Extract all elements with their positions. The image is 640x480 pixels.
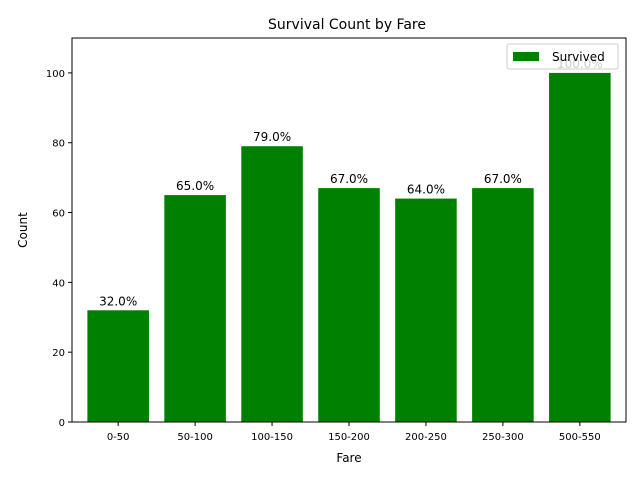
- y-axis-label: Count: [16, 212, 30, 248]
- y-tick-label: 100: [46, 69, 65, 80]
- plot-frame: [71, 37, 627, 423]
- legend-frame: [506, 43, 619, 70]
- data-label-200-250: 64.0%: [407, 183, 445, 197]
- x-tick-label: 250-300: [482, 432, 524, 443]
- x-tick-label: 500-550: [559, 432, 601, 443]
- data-label-0-50: 32.0%: [99, 294, 137, 308]
- y-axis-ticks: 0 20 40 60 80 100: [46, 69, 72, 429]
- bar-0-50: [87, 310, 149, 422]
- data-label-50-100: 65.0%: [176, 179, 214, 193]
- bar-50-100: [164, 195, 226, 422]
- bar-250-300: [472, 188, 534, 422]
- legend-swatch: [513, 52, 539, 61]
- legend: Survived: [506, 43, 619, 70]
- x-tick-label: 50-100: [177, 432, 212, 443]
- x-tick-label: 100-150: [251, 432, 293, 443]
- data-label-250-300: 67.0%: [484, 172, 522, 186]
- bar-200-250: [395, 198, 457, 422]
- bar-100-150: [241, 146, 303, 422]
- bar-500-550: [549, 72, 611, 422]
- data-label-100-150: 79.0%: [253, 130, 291, 144]
- bar-150-200: [318, 188, 380, 422]
- x-axis-label: Fare: [336, 451, 361, 465]
- y-tick-label: 20: [52, 348, 65, 359]
- y-tick-label: 80: [52, 139, 65, 150]
- legend-entry-survived: Survived: [552, 50, 605, 64]
- x-tick-label: 0-50: [107, 432, 130, 443]
- x-tick-label: 150-200: [328, 432, 370, 443]
- y-tick-label: 40: [52, 278, 65, 289]
- bars-layer: [87, 72, 611, 422]
- x-axis-ticks: 0-50 50-100 100-150 150-200 200-250 250-300 50…: [107, 422, 601, 443]
- y-tick-label: 60: [52, 209, 65, 220]
- data-label-150-200: 67.0%: [330, 172, 368, 186]
- y-tick-label: 0: [59, 418, 65, 429]
- x-tick-label: 200-250: [405, 432, 447, 443]
- chart-title: Survival Count by Fare: [268, 17, 426, 33]
